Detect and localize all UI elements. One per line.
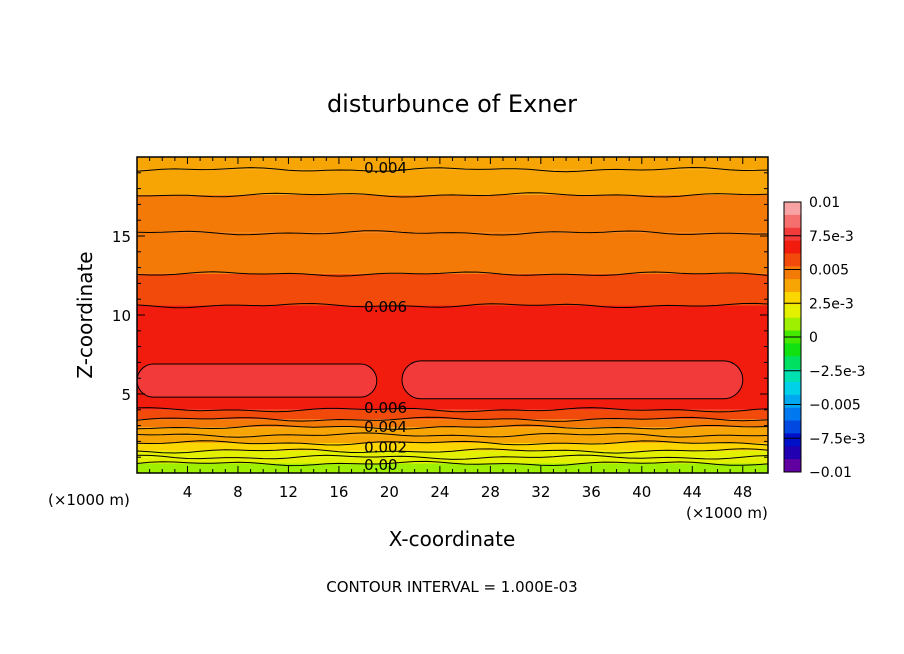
y-tick-label: 15 <box>112 228 131 246</box>
contour-band <box>137 194 768 233</box>
contour-label: 0.004 <box>364 159 407 177</box>
colorbar-tick-label: 0.005 <box>809 263 849 279</box>
contour-band <box>137 232 768 274</box>
colorbar-swatch <box>784 304 801 319</box>
contour-label: 0.006 <box>364 298 407 316</box>
y-tick-label: 5 <box>121 386 131 404</box>
contour-line <box>136 271 769 277</box>
contour-band <box>137 435 768 443</box>
x-tick-label: 36 <box>582 483 601 501</box>
plot-area <box>136 157 768 473</box>
colorbar-swatch <box>784 459 801 473</box>
colorbar-swatch <box>784 202 801 216</box>
contour-line <box>136 166 769 173</box>
colorbar-tick-label: −7.5e-3 <box>809 431 866 447</box>
x-axis-title: X-coordinate <box>389 527 516 551</box>
x-tick-label: 8 <box>233 483 243 501</box>
contour-line <box>136 454 769 460</box>
colorbar-tick-label: −0.005 <box>809 398 861 414</box>
colorbar-swatch <box>784 253 801 267</box>
contour-band <box>137 419 768 428</box>
x-tick-label: 40 <box>632 483 651 501</box>
x-unit-right: (×1000 m) <box>686 504 768 522</box>
x-tick-label: 24 <box>430 483 449 501</box>
colorbar-swatch <box>784 369 801 383</box>
colorbar-swatch <box>784 356 801 370</box>
contour-line <box>136 416 769 422</box>
colorbar: 0.01 7.5e-3 0.005 2.5e-3 0 −2.5e-3 −0.005 −7.5e… <box>783 195 866 481</box>
contour-band <box>137 442 768 451</box>
contour-line <box>136 230 769 236</box>
contour-line <box>137 192 769 198</box>
x-axis: 4 8 12 16 20 24 28 32 36 40 44 48 <box>149 157 756 501</box>
contour-line <box>136 448 769 454</box>
x-tick-label: 32 <box>531 483 550 501</box>
contour-label: 0.006 <box>364 399 407 417</box>
colorbar-tick-label: 0.01 <box>809 195 840 211</box>
x-tick-label: 16 <box>329 483 348 501</box>
colorbar-swatch <box>784 394 801 409</box>
max-region <box>401 360 744 400</box>
contour-label: 0.002 <box>364 439 407 457</box>
colorbar-swatch <box>784 407 801 422</box>
colorbar-swatch <box>784 420 801 434</box>
contour-band <box>137 169 768 195</box>
contour-line <box>136 440 769 446</box>
contour-band <box>137 450 768 458</box>
x-tick-label: 48 <box>733 483 752 501</box>
colorbar-tick-label: 7.5e-3 <box>809 229 854 245</box>
colorbar-swatch <box>784 317 801 332</box>
x-tick-label: 20 <box>380 483 399 501</box>
contour-band <box>137 157 768 170</box>
contour-band <box>137 409 768 420</box>
colorbar-tick-label: −2.5e-3 <box>809 364 866 380</box>
max-region <box>136 363 378 398</box>
contour-line <box>136 424 769 430</box>
contour-band <box>137 273 768 306</box>
contour-band <box>137 463 768 473</box>
x-tick-label: 44 <box>683 483 702 501</box>
colorbar-tick-label: 2.5e-3 <box>809 296 854 312</box>
colorbar-tick-label: 0 <box>809 330 818 346</box>
contour-label: 0.00 <box>364 456 397 474</box>
colorbar-swatch <box>784 292 801 306</box>
colorbar-swatch <box>784 343 801 357</box>
contour-line <box>136 302 769 309</box>
colorbar-swatch <box>784 227 801 242</box>
contour-line <box>136 407 769 413</box>
colorbar-swatch <box>784 446 801 460</box>
contour-interval: CONTOUR INTERVAL = 1.000E-03 <box>326 578 577 596</box>
colorbar-swatch <box>784 240 801 254</box>
y-tick-label: 10 <box>112 307 131 325</box>
colorbar-swatch <box>784 214 801 229</box>
contour-band <box>137 427 768 436</box>
colorbar-tick-label: −0.01 <box>809 465 852 481</box>
colorbar-swatch <box>784 279 801 293</box>
colorbar-swatch <box>784 382 801 396</box>
x-unit-left: (×1000 m) <box>48 491 130 509</box>
contour-line <box>136 432 769 438</box>
contour-band <box>137 457 768 464</box>
y-axis: 5 10 15 <box>112 172 768 458</box>
colorbar-swatch <box>784 266 801 280</box>
x-tick-label: 12 <box>279 483 298 501</box>
x-tick-label: 28 <box>481 483 500 501</box>
x-tick-label: 4 <box>183 483 193 501</box>
contour-line <box>136 460 769 467</box>
contour-label: 0.004 <box>364 418 407 436</box>
chart-title: disturbunce of Exner <box>327 90 577 118</box>
contour-lines <box>136 166 769 467</box>
y-axis-title: Z-coordinate <box>73 251 97 378</box>
colorbar-swatch <box>784 433 801 447</box>
